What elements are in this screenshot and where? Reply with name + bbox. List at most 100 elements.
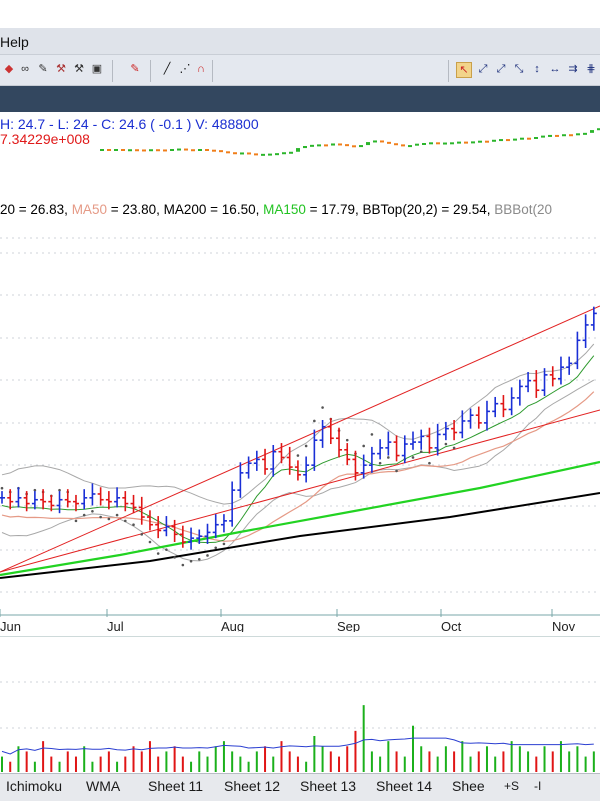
psar-dot bbox=[362, 444, 365, 448]
mini-price-chart bbox=[100, 128, 600, 156]
mini-candle bbox=[548, 134, 552, 137]
screen-icon[interactable]: ▣ bbox=[91, 63, 103, 75]
mini-candle bbox=[275, 153, 279, 156]
mini-candle bbox=[443, 142, 447, 145]
toolbar-separator bbox=[448, 60, 449, 82]
sheet-tab[interactable]: Sheet 14 bbox=[376, 778, 433, 794]
ma150-line bbox=[0, 460, 600, 577]
psar-dot bbox=[132, 523, 135, 527]
psar-dot bbox=[304, 444, 308, 448]
volume-chart[interactable] bbox=[0, 636, 600, 772]
notes-icon[interactable]: ✎ bbox=[38, 63, 48, 75]
psar-dot bbox=[189, 559, 193, 563]
mini-candle bbox=[464, 141, 468, 144]
mini-candle bbox=[142, 149, 146, 152]
mini-candle bbox=[520, 137, 524, 140]
mini-candle bbox=[331, 143, 335, 146]
mini-candle bbox=[380, 140, 384, 143]
toolbar-separator bbox=[150, 60, 151, 82]
mini-candle bbox=[499, 139, 503, 142]
mini-candle bbox=[121, 149, 125, 151]
window-top-strip bbox=[0, 0, 600, 28]
ray-icon[interactable]: ⤢ bbox=[478, 63, 488, 75]
vertical-line-icon[interactable]: ↕ bbox=[534, 63, 540, 75]
mini-candle bbox=[345, 144, 349, 147]
extended-line-icon[interactable]: ⤢ bbox=[496, 63, 506, 75]
psar-dot bbox=[387, 456, 390, 459]
quote-volume-value: 7.34229e+008 bbox=[0, 131, 90, 147]
mini-candle bbox=[135, 149, 139, 152]
hammer-icon[interactable]: ⚒ bbox=[74, 63, 84, 75]
segment-icon[interactable]: ⤡ bbox=[514, 63, 524, 75]
menu-bar bbox=[0, 28, 600, 55]
volume-average-line bbox=[1, 737, 594, 755]
mini-candle bbox=[394, 143, 398, 146]
psar-dot bbox=[107, 517, 111, 521]
psar-dot bbox=[74, 519, 78, 523]
sheet-tab[interactable]: Shee bbox=[452, 778, 485, 794]
pointer-icon[interactable]: ↖ bbox=[456, 62, 472, 78]
mini-candle bbox=[268, 153, 272, 156]
binoculars-icon[interactable]: ∞ bbox=[21, 63, 29, 75]
sheet-tab-remove-button[interactable]: -I bbox=[534, 779, 542, 793]
indicator-legend-part: = 23.80, MA200 = 16.50, bbox=[106, 202, 264, 217]
x-tick-label: Nov bbox=[552, 619, 576, 632]
bollinger-bottom-line bbox=[1, 379, 595, 562]
mini-candle bbox=[177, 148, 181, 151]
mini-candle bbox=[184, 148, 188, 151]
dotted-line-icon[interactable]: ⋰ bbox=[179, 63, 191, 75]
mini-candle bbox=[450, 142, 454, 145]
red-arrow-icon[interactable]: ◆ bbox=[4, 63, 14, 75]
mini-candle bbox=[296, 148, 300, 152]
parallel-lines-icon[interactable]: ⇉ bbox=[568, 63, 578, 75]
price-chart[interactable]: Jun Jul Aug Sep Oct Nov bbox=[0, 220, 600, 632]
sheet-tab[interactable]: Ichimoku bbox=[6, 778, 63, 794]
sheet-tab[interactable]: Sheet 13 bbox=[300, 778, 357, 794]
mini-candle bbox=[429, 142, 433, 145]
indicator-legend-part: MA50 bbox=[71, 202, 107, 217]
psar-dot bbox=[395, 469, 398, 473]
mini-candle bbox=[513, 138, 517, 141]
mini-candle bbox=[254, 153, 258, 156]
sheet-tab[interactable]: Sheet 11 bbox=[148, 778, 204, 794]
line-draw-icon[interactable]: ╱ bbox=[163, 63, 171, 75]
indicator-legend-part: BBBot(20 bbox=[494, 202, 553, 217]
mini-candle bbox=[261, 153, 265, 156]
psar-dot bbox=[296, 454, 300, 457]
mini-candle bbox=[492, 139, 496, 142]
mini-candle bbox=[338, 143, 342, 146]
fan-icon[interactable]: ⋕ bbox=[586, 63, 596, 75]
pen-color-icon[interactable]: ✎ bbox=[130, 63, 140, 75]
mini-candle bbox=[485, 140, 489, 143]
psar-dot bbox=[181, 563, 185, 567]
mini-candle bbox=[114, 149, 118, 151]
mini-candle bbox=[128, 149, 132, 152]
quote-hlcv: H: 24.7 - L: 24 - C: 24.6 ( -0.1 ) V: 48… bbox=[0, 116, 259, 132]
mini-candle bbox=[359, 145, 363, 148]
psar-dot bbox=[428, 461, 431, 465]
psar-dot bbox=[99, 515, 102, 519]
x-tick-label: Jul bbox=[107, 619, 124, 632]
psar-dot bbox=[321, 406, 324, 409]
mini-candle bbox=[324, 144, 328, 147]
horizontal-line-icon[interactable]: ↔ bbox=[549, 63, 561, 75]
mini-candle bbox=[366, 142, 370, 146]
sheet-tab[interactable]: WMA bbox=[86, 778, 121, 794]
mini-candle bbox=[527, 137, 531, 140]
toolbar-separator bbox=[112, 60, 113, 82]
magnet-icon[interactable]: ∩ bbox=[197, 63, 205, 75]
mini-candle bbox=[149, 149, 153, 152]
mini-candle bbox=[387, 141, 391, 144]
plot-background bbox=[0, 220, 600, 615]
psar-dot bbox=[222, 542, 226, 546]
sheet-tab[interactable]: Sheet 12 bbox=[224, 778, 281, 794]
menu-help[interactable]: Help bbox=[0, 34, 29, 50]
mini-candle bbox=[562, 134, 566, 137]
sheet-tab-add-button[interactable]: +S bbox=[504, 779, 520, 793]
wand-icon[interactable]: ⚒ bbox=[56, 63, 66, 75]
mini-candle bbox=[310, 144, 314, 147]
mini-candle bbox=[205, 149, 209, 151]
mini-candle bbox=[219, 150, 223, 153]
mini-candle bbox=[303, 146, 307, 149]
indicator-legend-part: = 17.79, BBTop(20,2) = 29.54, bbox=[305, 202, 495, 217]
